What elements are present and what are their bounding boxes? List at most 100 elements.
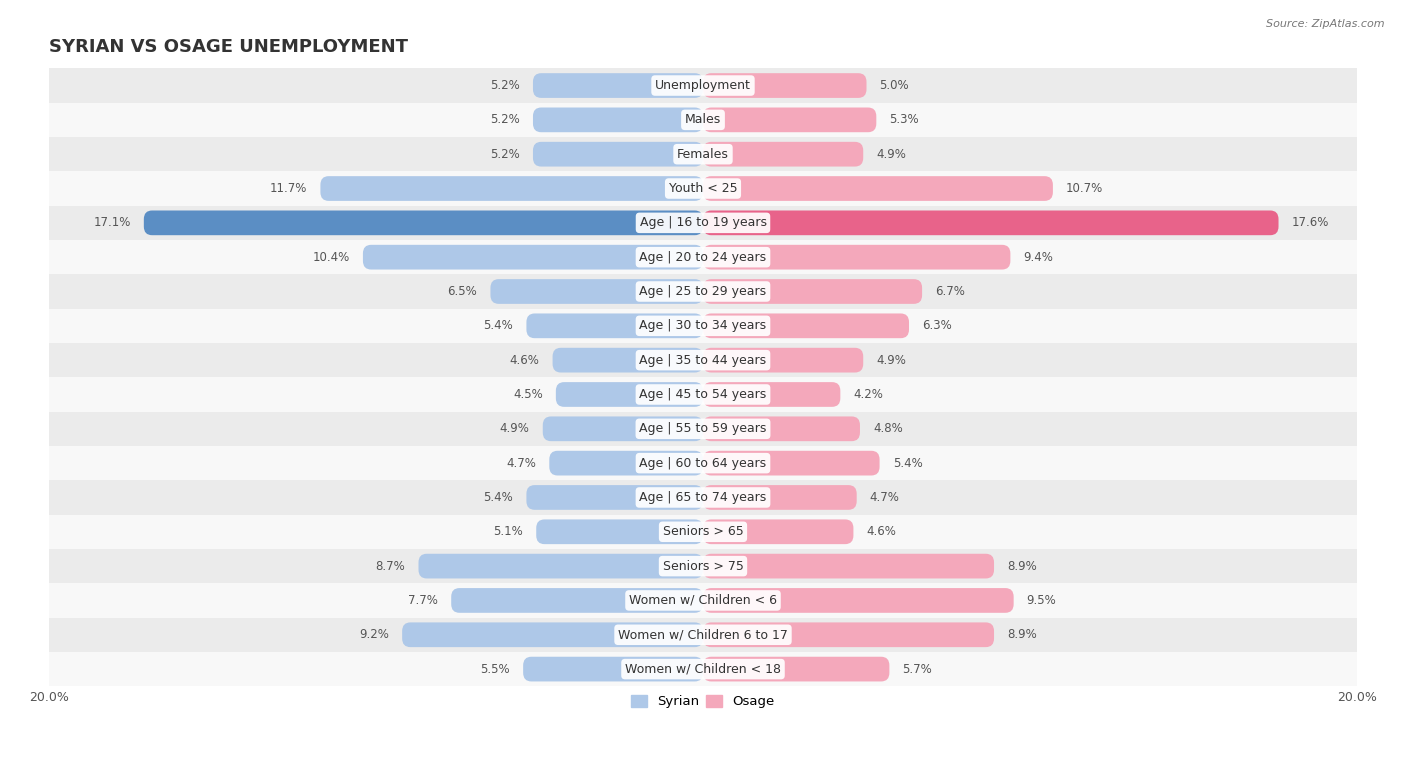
FancyBboxPatch shape: [703, 313, 910, 338]
FancyBboxPatch shape: [703, 588, 1014, 613]
Text: 9.2%: 9.2%: [359, 628, 389, 641]
FancyBboxPatch shape: [543, 416, 703, 441]
FancyBboxPatch shape: [555, 382, 703, 407]
Bar: [49, 549, 1357, 584]
FancyBboxPatch shape: [526, 485, 703, 509]
FancyBboxPatch shape: [533, 107, 703, 132]
Text: Women w/ Children 6 to 17: Women w/ Children 6 to 17: [619, 628, 787, 641]
Bar: [49, 137, 1357, 171]
Text: 4.2%: 4.2%: [853, 388, 883, 401]
FancyBboxPatch shape: [703, 142, 863, 167]
Bar: [49, 309, 1357, 343]
FancyBboxPatch shape: [703, 485, 856, 509]
Text: 17.6%: 17.6%: [1292, 217, 1329, 229]
Text: Seniors > 65: Seniors > 65: [662, 525, 744, 538]
Bar: [49, 377, 1357, 412]
Text: Women w/ Children < 18: Women w/ Children < 18: [626, 662, 780, 675]
Text: 4.6%: 4.6%: [866, 525, 897, 538]
Text: 11.7%: 11.7%: [270, 182, 308, 195]
Text: 10.4%: 10.4%: [312, 251, 350, 263]
FancyBboxPatch shape: [451, 588, 703, 613]
Bar: [49, 171, 1357, 206]
FancyBboxPatch shape: [402, 622, 703, 647]
Text: 5.7%: 5.7%: [903, 662, 932, 675]
Text: 8.7%: 8.7%: [375, 559, 405, 572]
FancyBboxPatch shape: [491, 279, 703, 304]
Text: 8.9%: 8.9%: [1007, 559, 1036, 572]
Text: 6.3%: 6.3%: [922, 319, 952, 332]
Text: 4.8%: 4.8%: [873, 422, 903, 435]
Bar: [49, 446, 1357, 480]
Bar: [49, 206, 1357, 240]
Text: Age | 45 to 54 years: Age | 45 to 54 years: [640, 388, 766, 401]
Text: 5.4%: 5.4%: [484, 319, 513, 332]
Bar: [49, 274, 1357, 309]
Text: Source: ZipAtlas.com: Source: ZipAtlas.com: [1267, 19, 1385, 29]
FancyBboxPatch shape: [703, 519, 853, 544]
Text: 5.2%: 5.2%: [491, 79, 520, 92]
Text: Age | 25 to 29 years: Age | 25 to 29 years: [640, 285, 766, 298]
Text: SYRIAN VS OSAGE UNEMPLOYMENT: SYRIAN VS OSAGE UNEMPLOYMENT: [49, 38, 408, 56]
FancyBboxPatch shape: [419, 554, 703, 578]
FancyBboxPatch shape: [703, 210, 1278, 235]
Text: Males: Males: [685, 114, 721, 126]
Bar: [49, 343, 1357, 377]
Text: Age | 35 to 44 years: Age | 35 to 44 years: [640, 354, 766, 366]
FancyBboxPatch shape: [703, 279, 922, 304]
Text: 5.4%: 5.4%: [893, 456, 922, 469]
Text: Age | 20 to 24 years: Age | 20 to 24 years: [640, 251, 766, 263]
FancyBboxPatch shape: [703, 622, 994, 647]
Text: Females: Females: [678, 148, 728, 160]
Bar: [49, 103, 1357, 137]
Text: Unemployment: Unemployment: [655, 79, 751, 92]
FancyBboxPatch shape: [703, 450, 880, 475]
Text: 4.9%: 4.9%: [499, 422, 530, 435]
FancyBboxPatch shape: [703, 176, 1053, 201]
FancyBboxPatch shape: [703, 657, 890, 681]
Text: 9.4%: 9.4%: [1024, 251, 1053, 263]
Text: 4.5%: 4.5%: [513, 388, 543, 401]
FancyBboxPatch shape: [703, 73, 866, 98]
FancyBboxPatch shape: [703, 416, 860, 441]
FancyBboxPatch shape: [550, 450, 703, 475]
FancyBboxPatch shape: [363, 245, 703, 269]
Text: 5.0%: 5.0%: [880, 79, 910, 92]
Bar: [49, 515, 1357, 549]
Text: 5.2%: 5.2%: [491, 114, 520, 126]
Text: 5.4%: 5.4%: [484, 491, 513, 504]
FancyBboxPatch shape: [523, 657, 703, 681]
Text: Age | 30 to 34 years: Age | 30 to 34 years: [640, 319, 766, 332]
Bar: [49, 584, 1357, 618]
FancyBboxPatch shape: [703, 347, 863, 372]
Text: 6.7%: 6.7%: [935, 285, 965, 298]
Text: Age | 16 to 19 years: Age | 16 to 19 years: [640, 217, 766, 229]
FancyBboxPatch shape: [703, 382, 841, 407]
FancyBboxPatch shape: [533, 73, 703, 98]
Text: Seniors > 75: Seniors > 75: [662, 559, 744, 572]
Bar: [49, 68, 1357, 103]
Bar: [49, 480, 1357, 515]
FancyBboxPatch shape: [536, 519, 703, 544]
FancyBboxPatch shape: [553, 347, 703, 372]
FancyBboxPatch shape: [703, 245, 1011, 269]
Text: 4.9%: 4.9%: [876, 148, 907, 160]
FancyBboxPatch shape: [526, 313, 703, 338]
Text: 4.9%: 4.9%: [876, 354, 907, 366]
Text: Age | 55 to 59 years: Age | 55 to 59 years: [640, 422, 766, 435]
FancyBboxPatch shape: [321, 176, 703, 201]
FancyBboxPatch shape: [533, 142, 703, 167]
Text: 5.1%: 5.1%: [494, 525, 523, 538]
Text: 8.9%: 8.9%: [1007, 628, 1036, 641]
Text: 4.7%: 4.7%: [506, 456, 536, 469]
Text: 10.7%: 10.7%: [1066, 182, 1104, 195]
Bar: [49, 412, 1357, 446]
Legend: Syrian, Osage: Syrian, Osage: [626, 690, 780, 714]
Text: 5.5%: 5.5%: [481, 662, 510, 675]
Text: 9.5%: 9.5%: [1026, 594, 1056, 607]
Text: Youth < 25: Youth < 25: [669, 182, 737, 195]
Text: 5.2%: 5.2%: [491, 148, 520, 160]
Text: 17.1%: 17.1%: [93, 217, 131, 229]
FancyBboxPatch shape: [703, 554, 994, 578]
Text: Women w/ Children < 6: Women w/ Children < 6: [628, 594, 778, 607]
Text: Age | 65 to 74 years: Age | 65 to 74 years: [640, 491, 766, 504]
